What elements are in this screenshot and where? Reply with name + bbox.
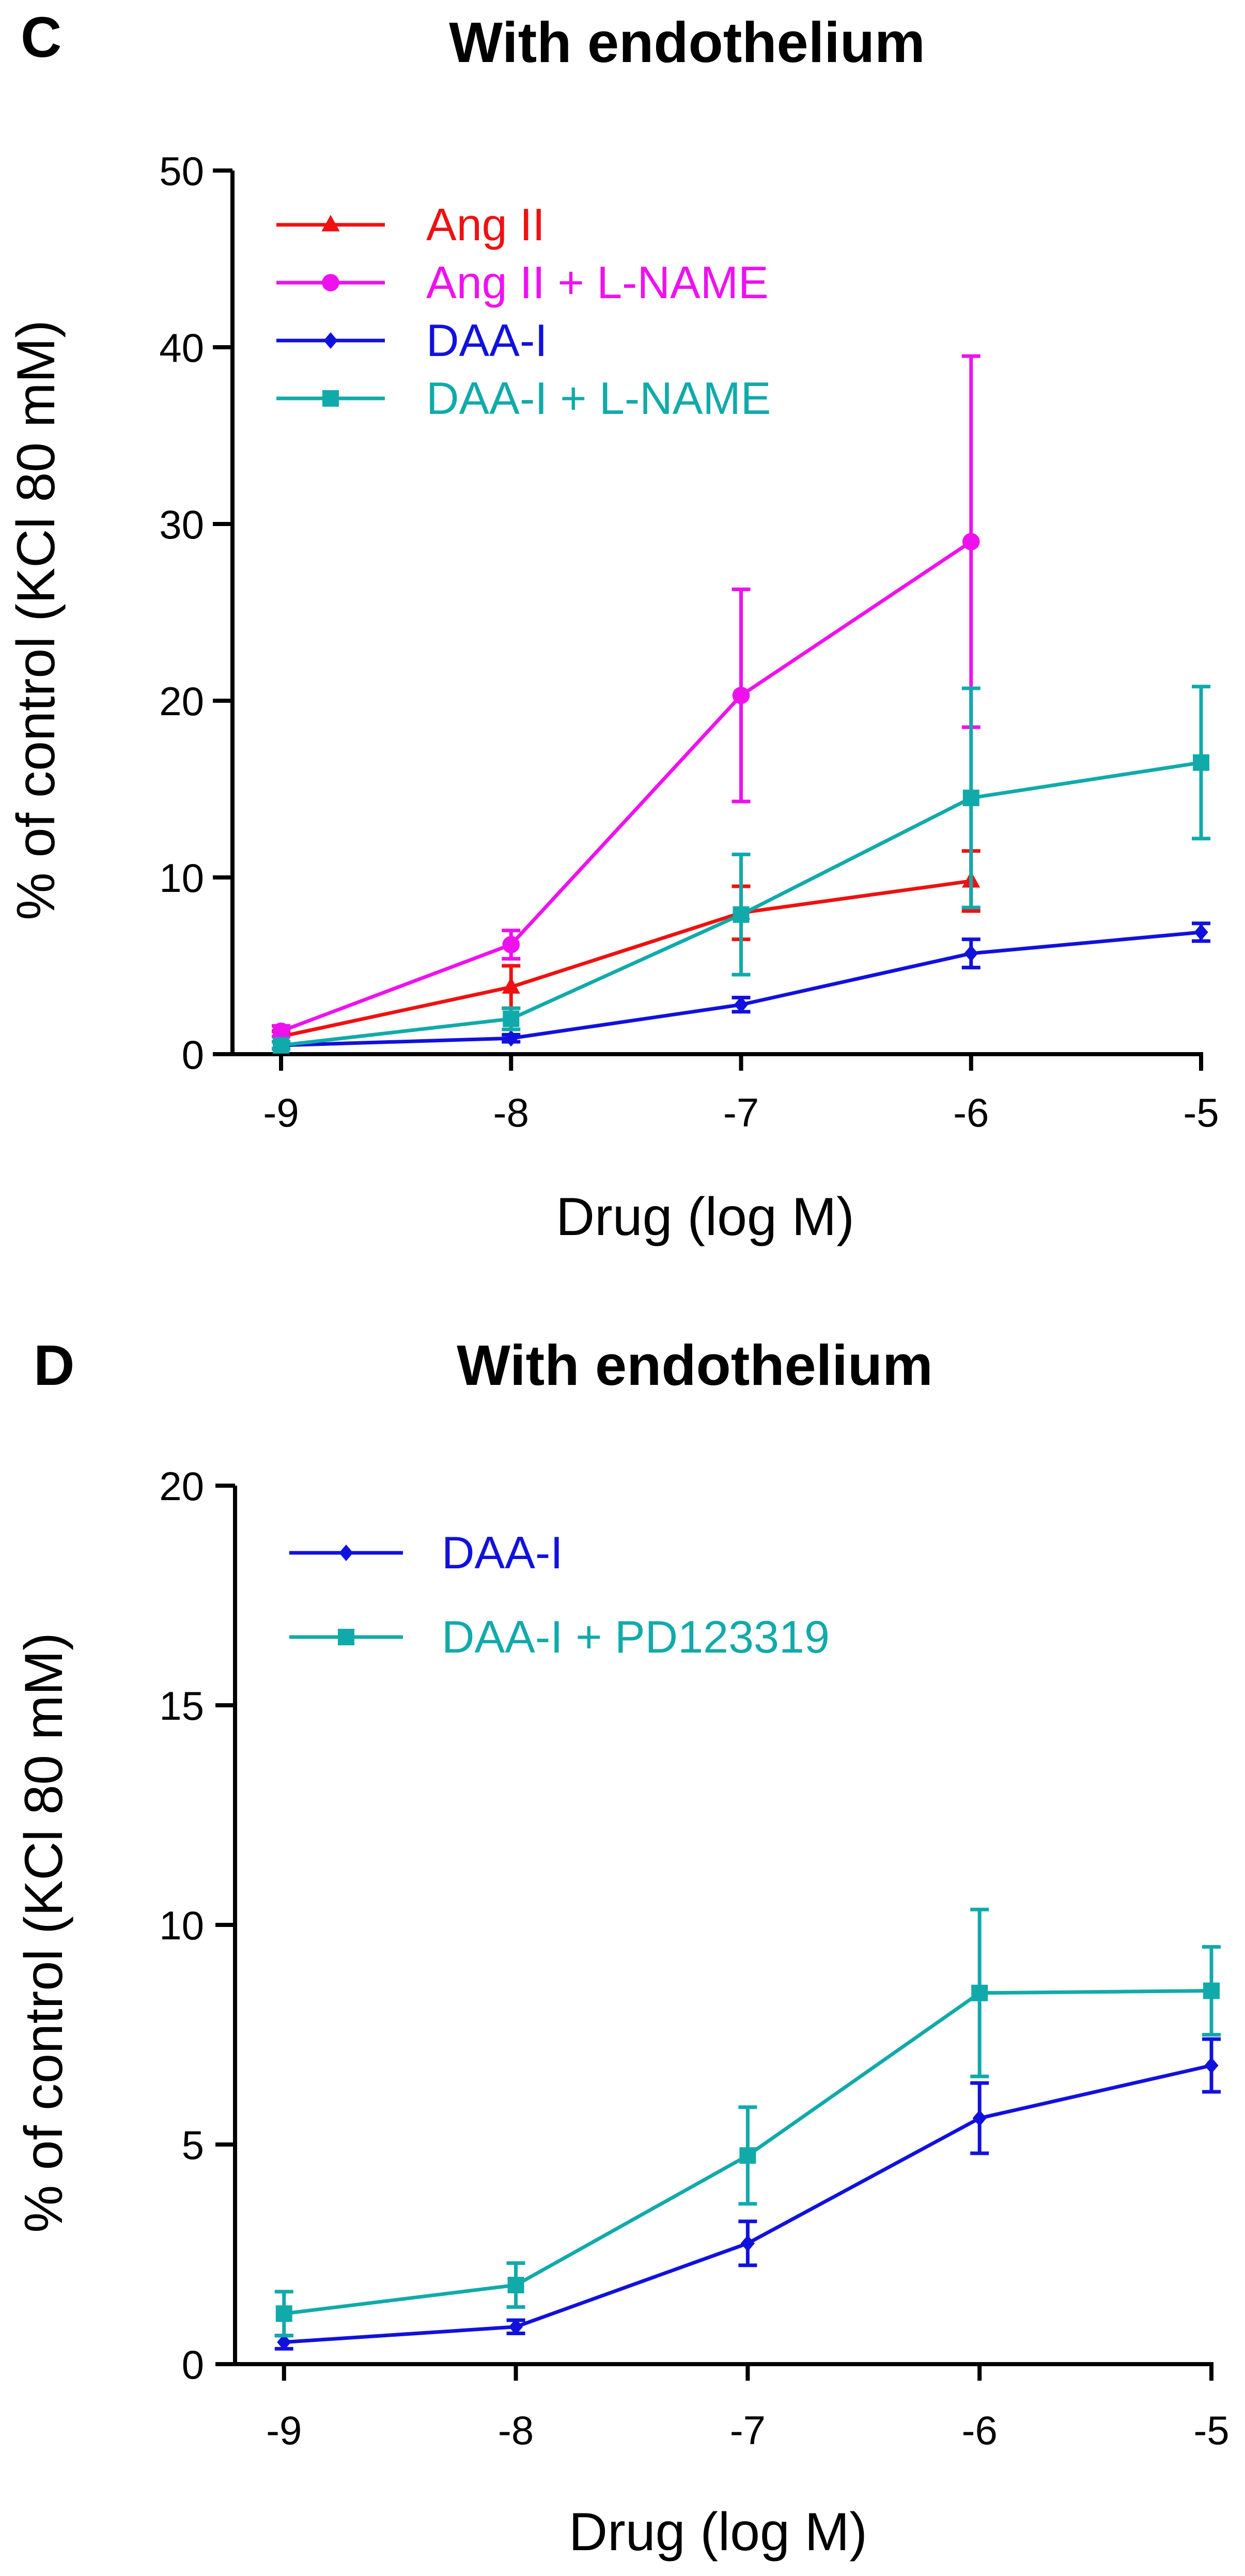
data-point <box>1194 924 1208 941</box>
legend-entry: DAA-I + PD123319 <box>289 1611 830 1662</box>
x-tick-label: -5 <box>1183 1090 1219 1135</box>
legend-label: Ang II + L-NAME <box>426 257 769 308</box>
data-point <box>962 533 980 550</box>
x-tick-label: -6 <box>953 1090 989 1135</box>
y-tick-label: 50 <box>159 148 204 194</box>
legend-entry: DAA-I + L-NAME <box>276 373 771 424</box>
x-tick-label: -5 <box>1193 2408 1229 2453</box>
panel-d-title: With endothelium <box>457 1334 933 1397</box>
legend-marker <box>321 214 340 232</box>
y-tick-label: 20 <box>159 1463 204 1509</box>
x-tick-label: -8 <box>493 1090 529 1135</box>
legend-entry: DAA-I <box>289 1527 563 1578</box>
series-daa-i-l-name <box>272 685 1210 1054</box>
panel-c-title: With endothelium <box>449 11 925 74</box>
x-tick-label: -9 <box>263 1090 299 1135</box>
legend-marker <box>322 274 339 291</box>
panel-c-legend: Ang II Ang II + L-NAME DAA-I DAA-I + L-NAME <box>276 199 771 424</box>
series-line <box>281 879 972 1039</box>
panel-d-axes: 0 5 10 15 20 -9 -8 -7 -6 -5 <box>159 1463 1229 2453</box>
panel-d-xlabel: Drug (log M) <box>569 2502 867 2562</box>
data-point <box>508 2318 523 2335</box>
legend-label: DAA-I + L-NAME <box>426 373 771 424</box>
data-point <box>733 906 750 923</box>
x-tick-label: -8 <box>498 2408 534 2453</box>
panel-d: D With endothelium Drug (log M) % of con… <box>14 1334 1230 2562</box>
legend-entry: DAA-I <box>276 315 548 366</box>
y-tick-label: 20 <box>159 678 204 724</box>
panel-c-plot <box>272 354 1210 1054</box>
legend-marker <box>323 332 338 349</box>
legend-label: DAA-I <box>442 1527 563 1578</box>
data-point <box>277 2334 291 2351</box>
series-ang-ii <box>272 849 981 1044</box>
x-tick-label: -9 <box>266 2408 302 2453</box>
data-point <box>275 2305 292 2322</box>
data-point <box>964 945 978 962</box>
data-point <box>739 2147 756 2164</box>
data-point <box>1203 1982 1220 1999</box>
data-point <box>507 2277 524 2293</box>
panel-c-axes: 0 10 20 30 40 50 -9 -8 -7 -6 -5 <box>159 148 1219 1135</box>
data-point <box>1204 2057 1219 2074</box>
data-point <box>962 790 979 807</box>
panel-c: C With endothelium Drug (log M) % of con… <box>6 6 1219 1247</box>
x-tick-label: -6 <box>962 2408 998 2453</box>
panel-d-ylabel: % of control (KCl 80 mM) <box>14 1632 74 2233</box>
panel-d-label: D <box>34 1334 74 1397</box>
legend-label: DAA-I + PD123319 <box>442 1611 830 1662</box>
y-tick-label: 0 <box>182 2342 204 2387</box>
x-tick-label: -7 <box>730 2408 766 2453</box>
y-tick-label: 5 <box>182 2122 204 2168</box>
panel-d-plot <box>274 1907 1221 2351</box>
y-tick-label: 15 <box>159 1683 204 1729</box>
data-point <box>972 2110 987 2126</box>
series-ang-ii-l-name <box>272 354 981 1040</box>
panel-c-label: C <box>21 6 61 69</box>
y-tick-label: 0 <box>182 1032 204 1077</box>
series-daa-i-pd123319 <box>274 1907 1221 2338</box>
x-tick-label: -7 <box>723 1090 759 1135</box>
legend-marker <box>322 390 339 407</box>
legend-label: Ang II <box>426 199 545 250</box>
data-point <box>971 1984 988 2001</box>
data-point <box>504 1030 518 1047</box>
data-point <box>273 1037 290 1054</box>
y-tick-label: 30 <box>159 502 204 547</box>
series-line <box>280 540 972 1033</box>
data-point <box>503 1010 520 1027</box>
data-point <box>1193 754 1209 771</box>
legend-label: DAA-I <box>426 315 548 366</box>
y-tick-label: 40 <box>159 325 204 371</box>
data-point <box>502 977 520 994</box>
panel-c-ylabel: % of control (KCl 80 mM) <box>6 320 66 920</box>
panel-c-xlabel: Drug (log M) <box>556 1187 854 1247</box>
data-point <box>502 936 520 953</box>
y-tick-label: 10 <box>159 855 204 901</box>
data-point <box>272 1022 290 1040</box>
legend-marker <box>339 1545 353 1561</box>
panel-d-legend: DAA-I DAA-I + PD123319 <box>289 1527 830 1662</box>
legend-marker <box>338 1629 354 1645</box>
data-point <box>740 2235 755 2252</box>
legend-entry: Ang II + L-NAME <box>276 257 769 308</box>
y-tick-label: 10 <box>159 1903 204 1948</box>
legend-entry: Ang II <box>276 199 545 250</box>
data-point <box>732 686 750 704</box>
data-point <box>734 996 749 1013</box>
